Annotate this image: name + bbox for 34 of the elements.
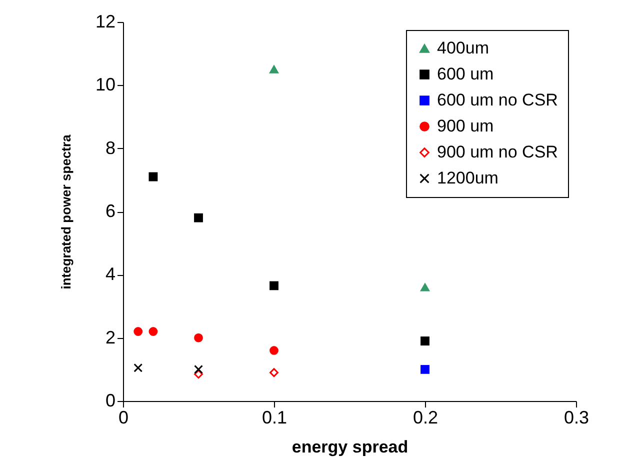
point — [134, 327, 143, 336]
point — [148, 327, 158, 336]
point — [194, 213, 203, 222]
point — [270, 346, 278, 355]
legend-label: 400um — [437, 38, 489, 58]
point — [148, 172, 158, 182]
point — [134, 363, 143, 372]
point — [420, 283, 430, 292]
point — [420, 336, 430, 346]
y-axis-title: integrated power spectra — [58, 134, 74, 290]
point — [194, 364, 203, 374]
legend-label: 600 um — [437, 64, 494, 84]
y-tick-label: 0 — [105, 390, 116, 410]
point — [194, 370, 203, 379]
point — [420, 364, 430, 374]
x-axis-title: energy spread — [292, 438, 408, 456]
y-tick-label: 2 — [105, 327, 116, 348]
y-tick-label: 10 — [95, 74, 116, 95]
x-tick-label: 0 — [118, 408, 129, 428]
legend-label: 1200um — [437, 168, 498, 188]
y-tick-label: 12 — [95, 12, 116, 32]
legend-label: 900 um — [437, 116, 494, 136]
x-tick-label: 0.2 — [412, 408, 438, 428]
point — [270, 65, 278, 74]
y-tick-label: 6 — [105, 201, 116, 221]
legend-label: 900 um no CSR — [437, 142, 558, 162]
point — [270, 281, 278, 290]
y-tick-label: 4 — [105, 264, 116, 284]
x-tick-label: 0.3 — [564, 408, 590, 428]
point — [194, 333, 203, 342]
y-tick-label: 8 — [105, 138, 116, 158]
point — [270, 368, 278, 378]
legend-label: 600 um no CSR — [437, 90, 558, 110]
x-tick-label: 0.1 — [262, 408, 288, 428]
